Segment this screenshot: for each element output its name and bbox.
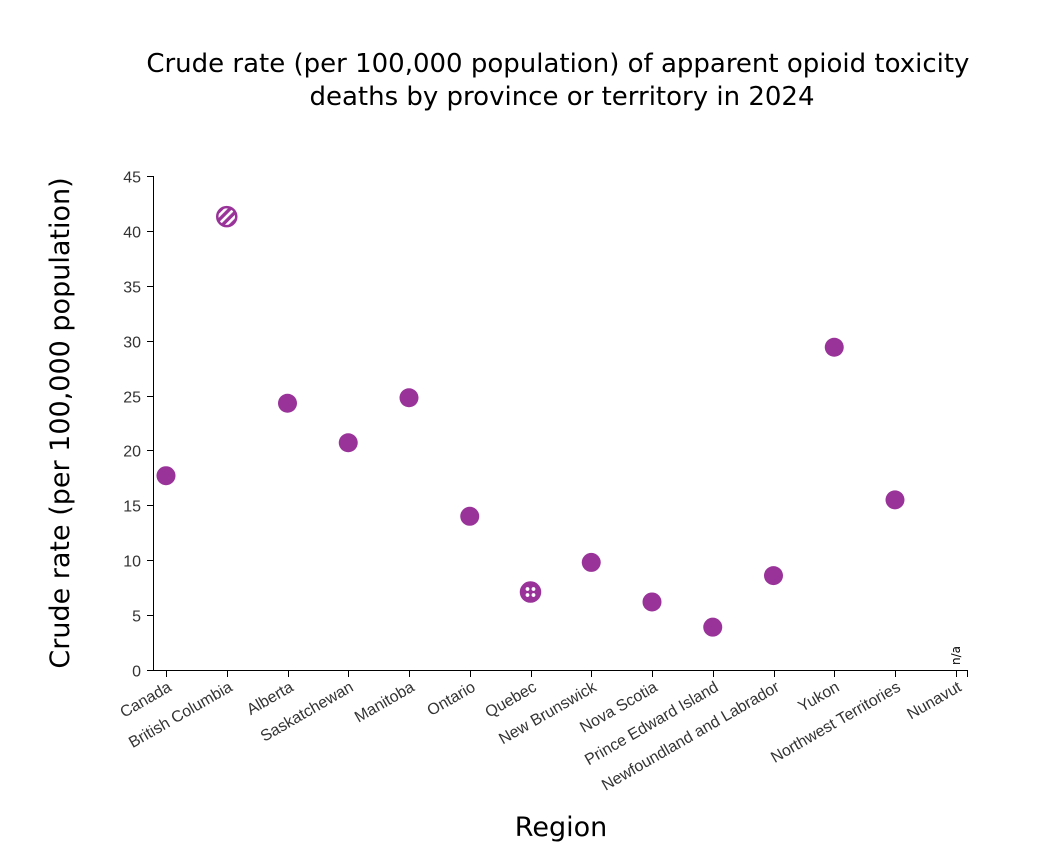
data-point (278, 393, 297, 413)
data-point (885, 490, 905, 510)
data-point (460, 506, 480, 526)
data-point-dot (531, 587, 536, 591)
y-tick-label: 30 (123, 335, 141, 352)
y-tick-label: 0 (132, 664, 141, 681)
y-tick-label: 40 (123, 225, 141, 242)
x-tick-label: Yukon (795, 679, 842, 716)
data-point (764, 566, 783, 586)
y-tick-label: 25 (123, 390, 141, 407)
chart-title-line-2: deaths by province or territory in 2024 (309, 82, 814, 112)
data-point (399, 388, 419, 408)
y-tick-label: 45 (123, 170, 141, 187)
y-axis-ticks: 0 5 10 15 20 25 30 35 40 45 (123, 170, 153, 681)
x-axis-title: Region (515, 812, 607, 843)
data-point (156, 466, 176, 486)
y-axis-title: Crude rate (per 100,000 population) (45, 177, 76, 668)
x-tick-label: Ontario (425, 679, 479, 720)
data-point-dot (525, 587, 530, 591)
data-point (824, 337, 844, 357)
data-point-dot (531, 593, 536, 597)
data-point (216, 205, 238, 228)
x-tick-label: British Columbia (126, 679, 235, 752)
y-tick-label: 10 (123, 554, 141, 571)
data-point (519, 581, 542, 603)
chart-title: Crude rate (per 100,000 population) of a… (146, 49, 977, 112)
data-point-dot (525, 593, 530, 597)
data-points: n/a (156, 205, 963, 665)
data-point (338, 433, 358, 453)
y-tick-label: 35 (123, 280, 141, 297)
data-point (581, 552, 601, 572)
y-tick-label: 20 (123, 444, 141, 461)
data-point (703, 617, 723, 637)
chart-title-line-1: Crude rate (per 100,000 population) of a… (146, 49, 969, 79)
x-tick-label: Nunavut (904, 678, 965, 723)
y-tick-label: 15 (123, 499, 141, 516)
x-tick-label: Manitoba (352, 679, 418, 727)
missing-value-label: n/a (949, 646, 963, 665)
y-tick-label: 5 (132, 609, 141, 626)
data-point-fill (519, 581, 542, 603)
data-point (642, 592, 662, 612)
